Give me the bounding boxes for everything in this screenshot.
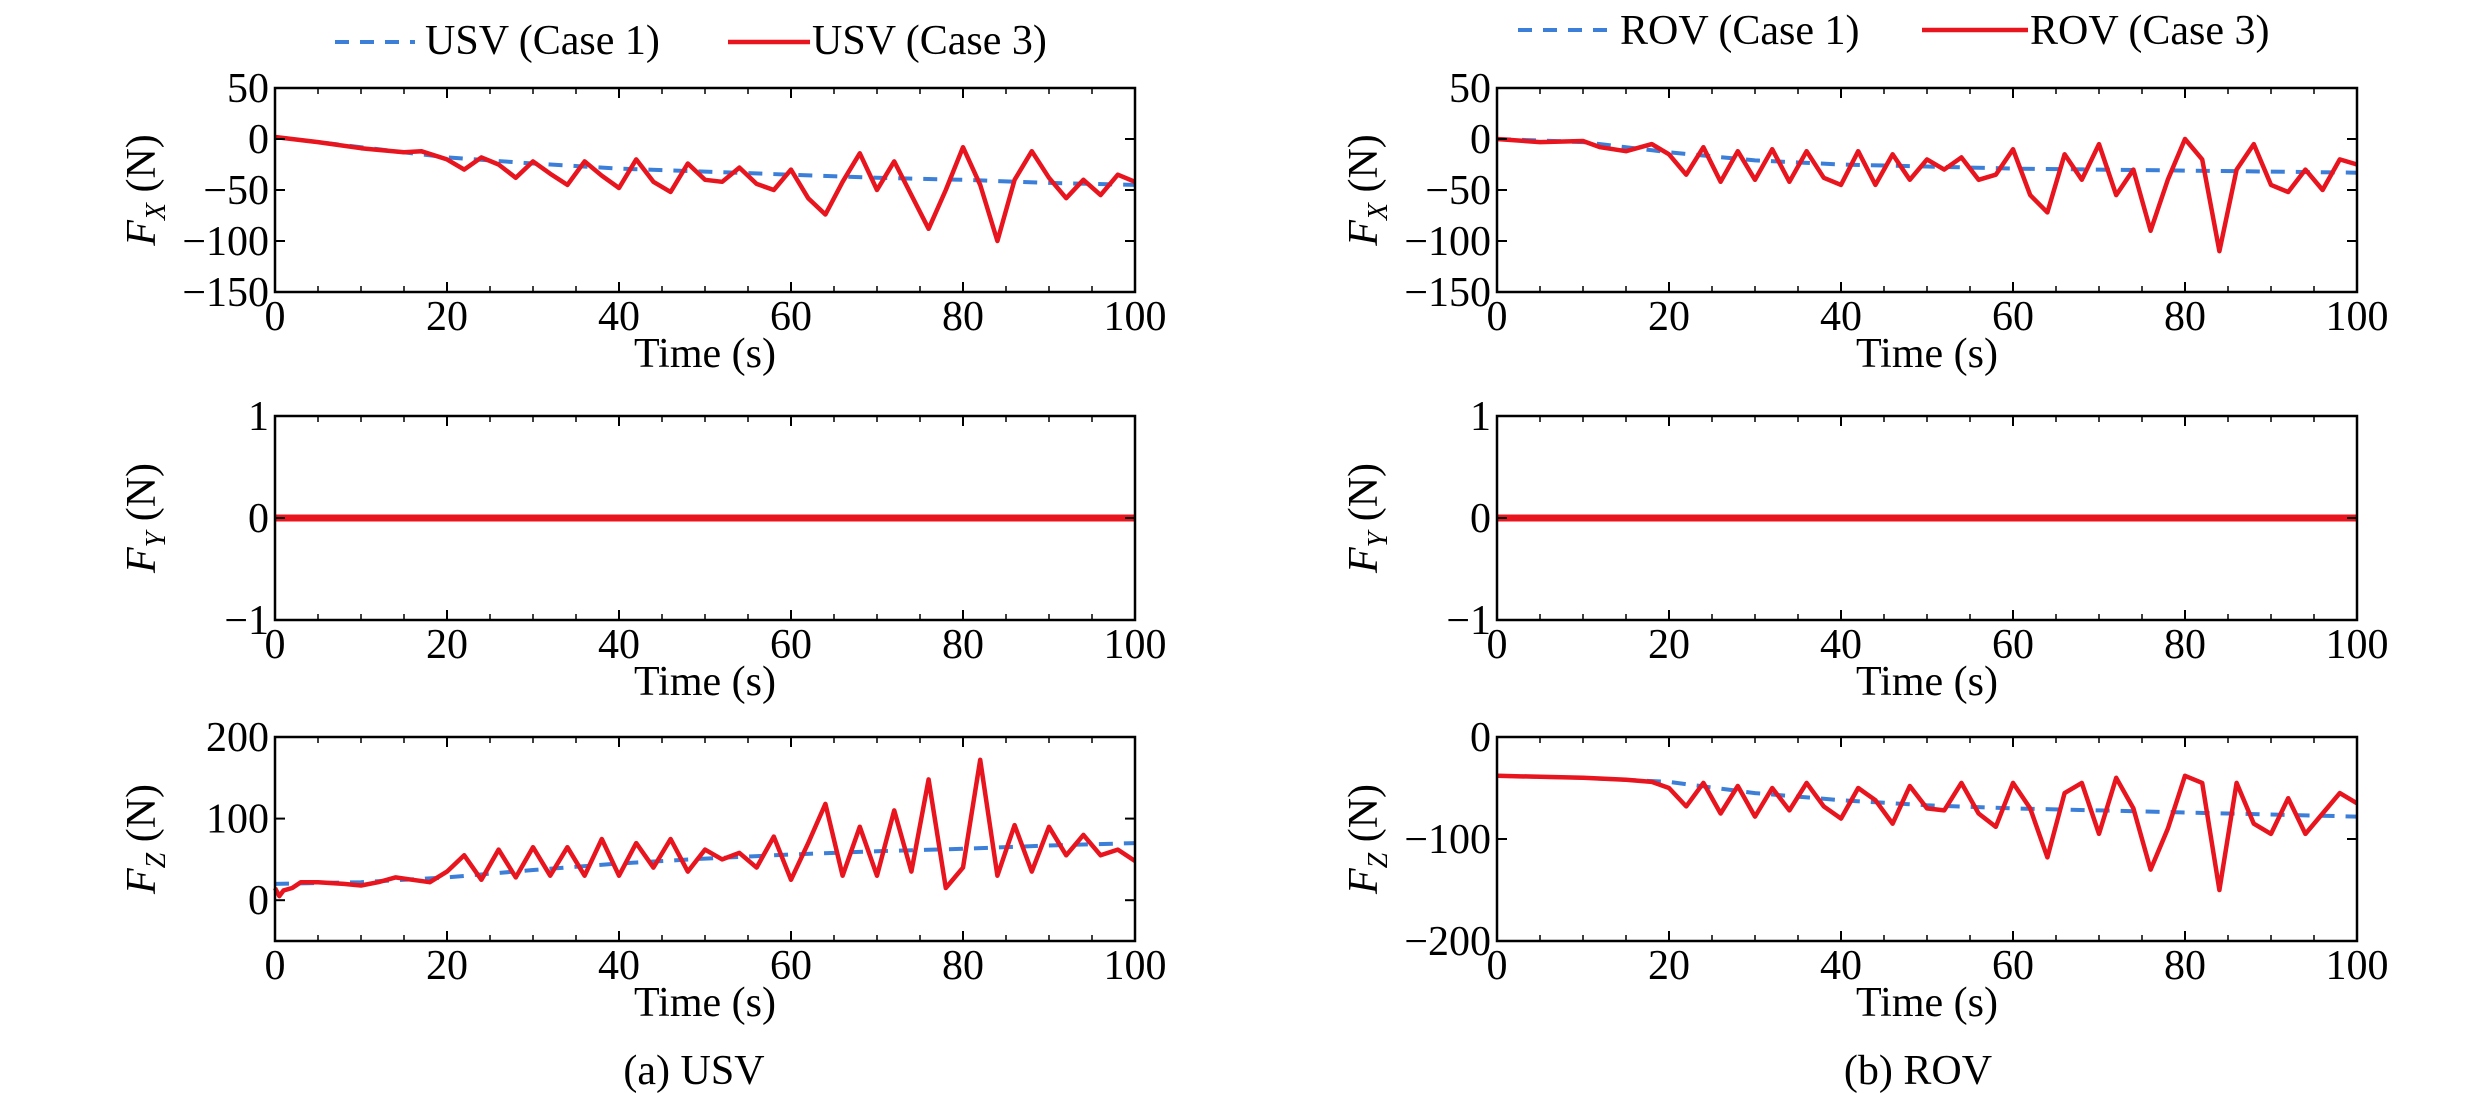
x-tick-label: 40: [1820, 622, 1862, 668]
x-tick-label: 80: [942, 294, 984, 340]
x-tick-label: 0: [1487, 622, 1508, 668]
caption-rov: (b) ROV: [1844, 1048, 1992, 1093]
x-axis-label: Time (s): [1856, 980, 1998, 1026]
x-tick-label: 100: [2326, 294, 2389, 340]
x-axis-label: Time (s): [1856, 659, 1998, 705]
x-tick-label: 100: [2326, 943, 2389, 989]
y-tick-label: 1: [1470, 394, 1491, 440]
x-tick-label: 60: [770, 294, 812, 340]
x-tick-label: 40: [1820, 943, 1862, 989]
y-tick-label: −150: [182, 270, 269, 316]
x-tick-label: 0: [1487, 943, 1508, 989]
x-axis-label: Time (s): [1856, 331, 1998, 377]
legend-usv-case1-label: USV (Case 1): [425, 18, 660, 64]
series-usv-fz-case1: [274, 841, 1136, 886]
legend-rov-case3-label: ROV (Case 3): [2030, 8, 2270, 54]
y-tick-label: 0: [248, 878, 269, 924]
x-tick-label: 20: [1648, 943, 1690, 989]
axes-frame-rov-fx: [1495, 86, 2359, 294]
x-tick-label: 80: [2164, 622, 2206, 668]
chart-rov-fz: 0 20 40 60 80 100 0 −100 −200 Time (s) FZ (N): [1341, 715, 2389, 1026]
x-tick-label: 80: [2164, 943, 2206, 989]
y-tick-label: −1: [1446, 598, 1491, 644]
x-tick-label: 60: [1992, 943, 2034, 989]
y-tick-label: −50: [203, 168, 269, 214]
series-usv-fx-case3: [274, 134, 1136, 244]
y-tick-label: 50: [227, 66, 269, 112]
chart-usv-fz: 0 20 40 60 80 100 200 100 0 Time (s) FZ (N): [119, 715, 1167, 1026]
x-tick-label: 20: [1648, 622, 1690, 668]
x-tick-label: 60: [1992, 622, 2034, 668]
x-axis-label: Time (s): [634, 980, 776, 1026]
x-tick-label: 0: [265, 943, 286, 989]
x-tick-label: 100: [1104, 622, 1167, 668]
x-tick-label: 60: [770, 943, 812, 989]
y-tick-label: 100: [206, 797, 269, 843]
y-tick-label: 1: [248, 394, 269, 440]
y-tick-label: 0: [1470, 715, 1491, 761]
series-usv-fz-case3: [273, 757, 1137, 899]
y-axis-label: FX (N): [1341, 134, 1394, 247]
x-tick-label: 100: [1104, 943, 1167, 989]
y-tick-label: −1: [224, 598, 269, 644]
y-tick-label: 0: [248, 496, 269, 542]
x-tick-label: 100: [1104, 294, 1167, 340]
y-tick-label: 0: [248, 117, 269, 163]
x-tick-label: 60: [1992, 294, 2034, 340]
legend-usv-case3-label: USV (Case 3): [812, 18, 1047, 64]
legend-rov-case1-label: ROV (Case 1): [1620, 8, 1860, 54]
x-tick-label: 0: [265, 294, 286, 340]
axes-frame-usv-fz: [273, 735, 1137, 943]
y-tick-label: −50: [1425, 168, 1491, 214]
x-tick-label: 0: [1487, 294, 1508, 340]
x-tick-label: 80: [2164, 294, 2206, 340]
x-tick-label: 20: [426, 943, 468, 989]
x-axis-label: Time (s): [634, 659, 776, 705]
y-tick-label: −200: [1404, 919, 1491, 965]
x-tick-label: 40: [598, 943, 640, 989]
chart-rov-fx: 0 20 40 60 80 100 50 0 −50 −100 −150 Time (s) FX (N): [1341, 66, 2389, 377]
y-axis-label: FX (N): [119, 134, 172, 247]
x-axis-label: Time (s): [634, 331, 776, 377]
y-axis-label: FY (N): [1341, 463, 1394, 574]
y-tick-label: 0: [1470, 496, 1491, 542]
y-axis-label: FY (N): [119, 463, 172, 574]
y-tick-label: −100: [182, 219, 269, 265]
series-rov-fx-case3: [1496, 136, 2358, 254]
x-tick-label: 100: [2326, 622, 2389, 668]
y-axis-label: FZ (N): [119, 784, 172, 895]
x-tick-label: 40: [598, 622, 640, 668]
x-tick-label: 60: [770, 622, 812, 668]
series-usv-fx-case1: [274, 135, 1136, 187]
x-tick-label: 40: [1820, 294, 1862, 340]
x-tick-label: 20: [426, 622, 468, 668]
x-tick-label: 20: [426, 294, 468, 340]
chart-usv-fx: 0 20 40 60 80 100 50 0 −50 −100 −150 Time (s) FX (N): [119, 66, 1167, 377]
y-tick-label: 50: [1449, 66, 1491, 112]
caption-usv: (a) USV: [623, 1048, 764, 1093]
y-tick-label: 0: [1470, 117, 1491, 163]
y-tick-label: −150: [1404, 270, 1491, 316]
y-axis-label: FZ (N): [1341, 784, 1394, 895]
x-tick-label: 40: [598, 294, 640, 340]
series-rov-fx-case1: [1496, 137, 2358, 175]
x-tick-label: 20: [1648, 294, 1690, 340]
axes-frame-usv-fx: [273, 86, 1137, 294]
y-tick-label: 200: [206, 715, 269, 761]
x-tick-label: 0: [265, 622, 286, 668]
y-tick-label: −100: [1404, 219, 1491, 265]
x-tick-label: 80: [942, 943, 984, 989]
series-rov-fz-case3: [1496, 773, 2359, 893]
x-tick-label: 80: [942, 622, 984, 668]
y-tick-label: −100: [1404, 817, 1491, 863]
